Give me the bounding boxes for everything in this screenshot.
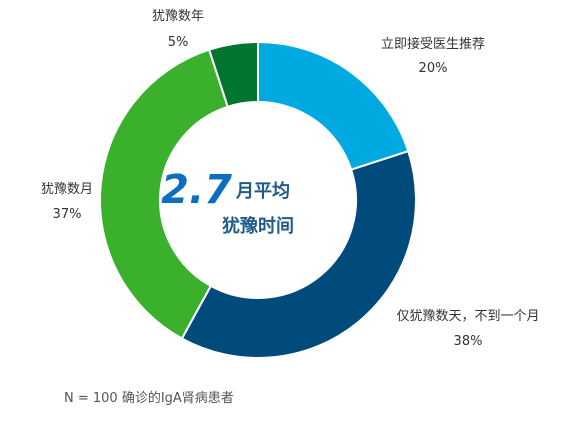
label-value-1: 38% [454, 334, 483, 349]
center-average-unit: 月平均 [235, 180, 290, 202]
donut-segment-3 [207, 40, 259, 109]
center-caption: 犹豫时间 [222, 215, 294, 237]
donut-segments [99, 40, 417, 359]
center-average-number: 2.7 [161, 167, 232, 213]
donut-segment-1 [180, 149, 417, 359]
label-category-2: 犹豫数月 [41, 182, 93, 197]
label-category-3: 犹豫数年 [152, 9, 204, 24]
label-category-1: 仅犹豫数天，不到一个月 [396, 309, 539, 324]
donut-segment-0 [257, 40, 410, 171]
donut-segment-2 [99, 48, 229, 340]
label-value-3: 5% [168, 35, 189, 50]
sample-note: N = 100 确诊的IgA肾病患者 [64, 390, 234, 406]
label-value-2: 37% [53, 207, 82, 222]
label-value-0: 20% [419, 61, 448, 76]
label-category-0: 立即接受医生推荐 [381, 36, 485, 52]
